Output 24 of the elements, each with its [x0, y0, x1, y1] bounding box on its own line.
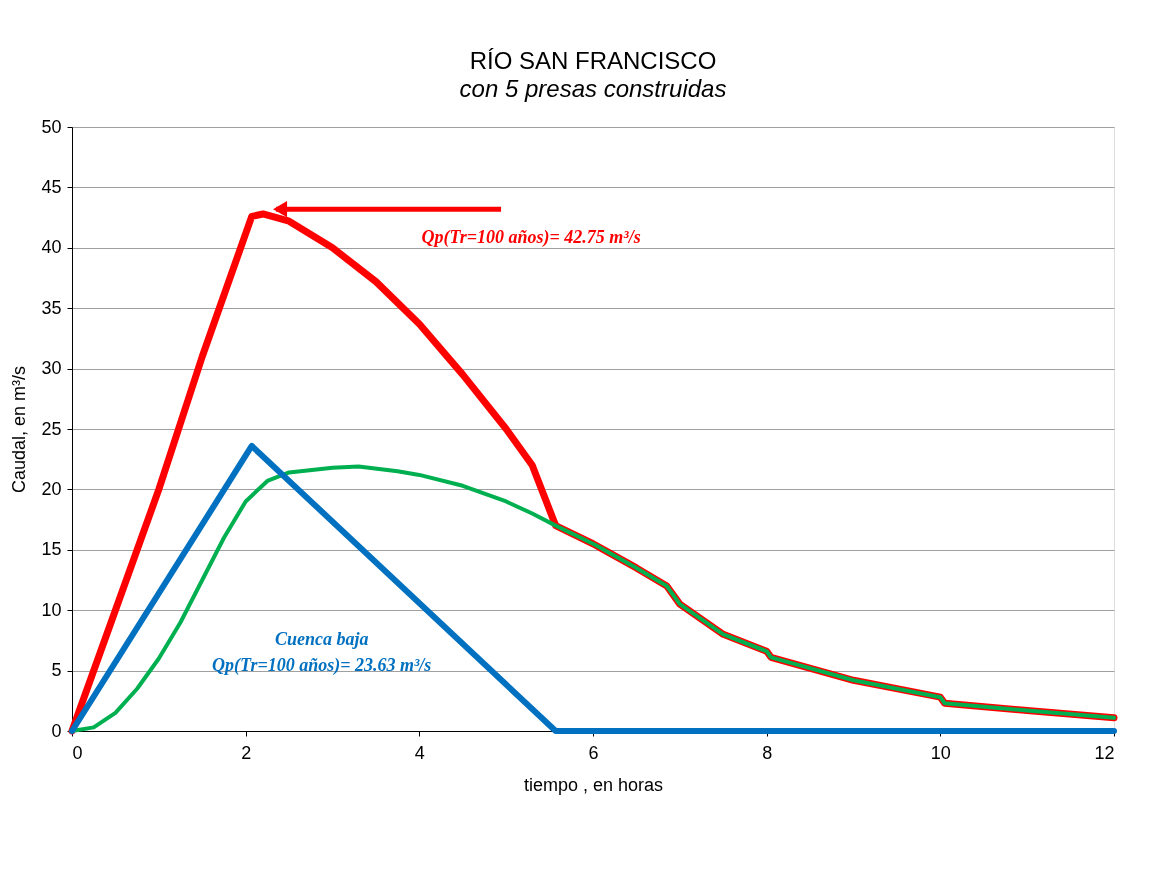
x-axis-title: tiempo , en horas — [523, 774, 664, 795]
y-tick-label: 30 — [41, 358, 62, 379]
y-tick-label: 35 — [41, 297, 62, 318]
y-axis-title: Caudal, en m³/s — [9, 365, 30, 494]
x-tick-label: 8 — [762, 742, 773, 763]
y-tick-label: 10 — [41, 599, 62, 620]
x-tick-label: 0 — [72, 742, 83, 763]
y-tick-label: 20 — [41, 478, 62, 499]
y-tick-label: 25 — [41, 418, 62, 439]
x-tick-label: 2 — [241, 742, 252, 763]
x-tick-label: 6 — [588, 742, 599, 763]
y-tick-label: 0 — [51, 720, 62, 741]
x-tick-label: 10 — [930, 742, 951, 763]
chart-title: RÍO SAN FRANCISCO — [469, 47, 717, 74]
annotation: Cuenca baja Qp(Tr=100 años)= 23.63 m³/s — [212, 628, 432, 676]
chart-subtitle: con 5 presas construidas — [459, 75, 727, 102]
y-tick-label: 15 — [41, 539, 62, 560]
x-tick-label: 4 — [414, 742, 425, 763]
y-tick-label: 40 — [41, 237, 62, 258]
x-tick-label: 12 — [1094, 742, 1115, 763]
y-tick-label: 45 — [41, 176, 62, 197]
y-tick-label: 50 — [41, 116, 62, 137]
annotation: Qp(Tr=100 años)= 42.75 m³/s — [421, 227, 641, 249]
y-tick-label: 5 — [51, 660, 62, 681]
